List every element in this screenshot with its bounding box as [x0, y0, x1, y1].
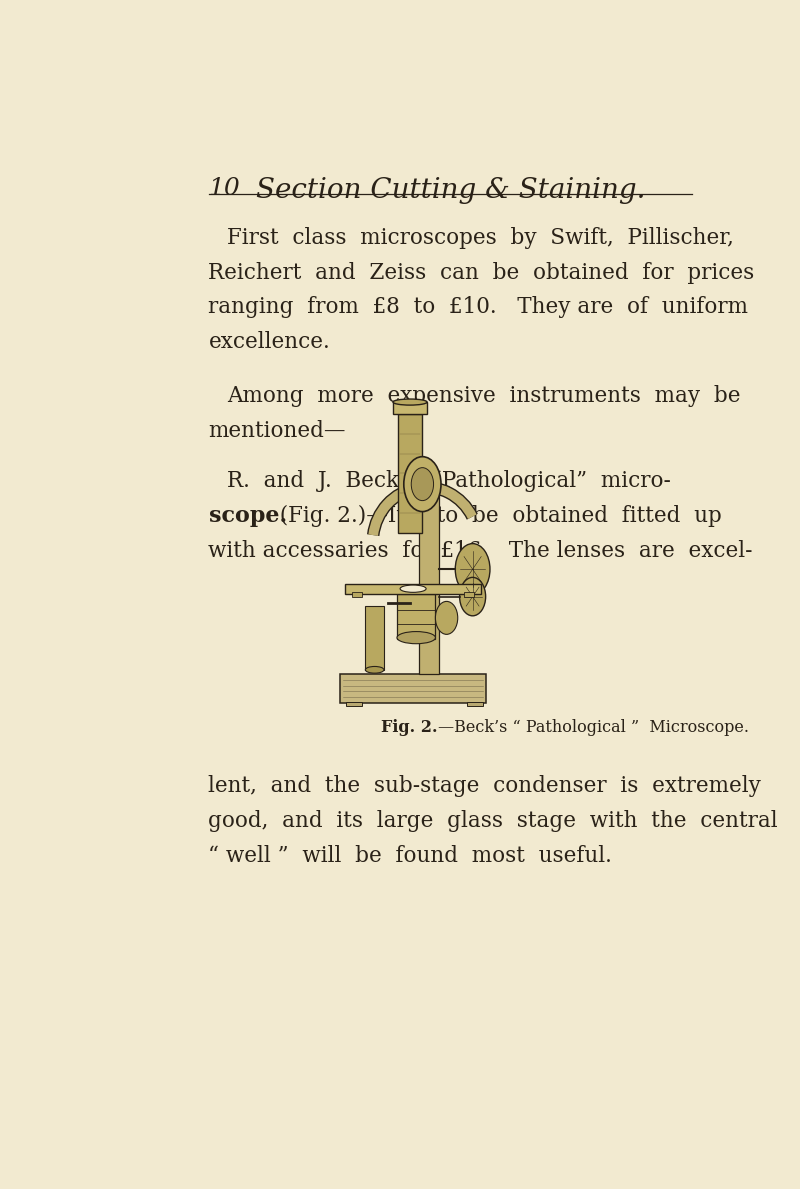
- Ellipse shape: [366, 667, 384, 673]
- Text: Reichert  and  Zeiss  can  be  obtained  for  prices: Reichert and Zeiss can be obtained for p…: [209, 262, 754, 284]
- Text: R.  and  J.  Beck’s  “Pathological”  micro-: R. and J. Beck’s “Pathological” micro-: [227, 471, 671, 492]
- Text: (Fig. 2.)—It is to  be  obtained  fitted  up: (Fig. 2.)—It is to be obtained fitted up: [266, 505, 722, 528]
- Text: ranging  from  £8  to  £10.   They are  of  uniform: ranging from £8 to £10. They are of unif…: [209, 296, 749, 319]
- Bar: [398, 414, 422, 533]
- Bar: [464, 592, 474, 597]
- Circle shape: [460, 578, 486, 616]
- Bar: [345, 584, 482, 593]
- Bar: [397, 593, 435, 640]
- Bar: [340, 674, 486, 703]
- Text: Section Cutting & Staining.: Section Cutting & Staining.: [255, 177, 645, 205]
- Text: Fig. 2.: Fig. 2.: [382, 719, 438, 736]
- Ellipse shape: [393, 400, 427, 405]
- Text: scope.: scope.: [209, 505, 286, 527]
- Ellipse shape: [400, 585, 426, 592]
- Bar: [393, 402, 427, 414]
- Circle shape: [404, 457, 441, 511]
- Text: mentioned—: mentioned—: [209, 420, 346, 442]
- Bar: [346, 703, 362, 706]
- Circle shape: [435, 602, 458, 635]
- Circle shape: [455, 543, 490, 594]
- Text: with accessaries  for £16.   The lenses  are  excel-: with accessaries for £16. The lenses are…: [209, 540, 753, 562]
- Text: First  class  microscopes  by  Swift,  Pillischer,: First class microscopes by Swift, Pillis…: [227, 227, 734, 249]
- Bar: [418, 495, 438, 674]
- Text: excellence.: excellence.: [209, 332, 330, 353]
- Bar: [366, 605, 384, 669]
- Text: —Beck’s “ Pathological ”  Microscope.: —Beck’s “ Pathological ” Microscope.: [438, 719, 749, 736]
- Bar: [352, 592, 362, 597]
- Text: 10: 10: [209, 177, 240, 201]
- Text: Among  more  expensive  instruments  may  be: Among more expensive instruments may be: [227, 385, 741, 407]
- Text: good,  and  its  large  glass  stage  with  the  central: good, and its large glass stage with the…: [209, 810, 778, 832]
- Bar: [467, 703, 483, 706]
- Circle shape: [411, 467, 434, 501]
- Ellipse shape: [397, 631, 435, 643]
- Text: “ well ”  will  be  found  most  useful.: “ well ” will be found most useful.: [209, 844, 612, 867]
- Text: lent,  and  the  sub-stage  condenser  is  extremely: lent, and the sub-stage condenser is ext…: [209, 775, 762, 797]
